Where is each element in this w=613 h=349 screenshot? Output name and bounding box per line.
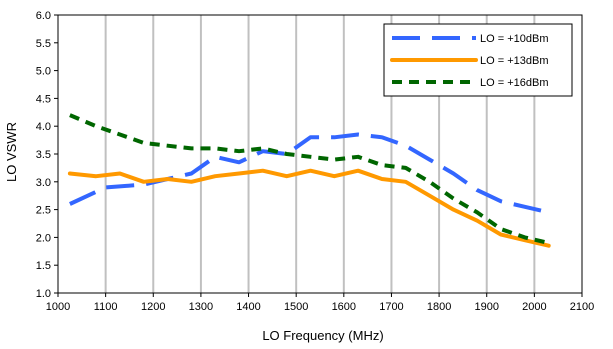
series-line xyxy=(69,113,550,245)
x-tick-label: 2100 xyxy=(570,301,594,313)
y-tick-label: 5.0 xyxy=(36,66,51,78)
x-tick-label: 1000 xyxy=(46,301,70,313)
y-tick-label: 6.0 xyxy=(36,10,51,22)
x-tick-label: 1500 xyxy=(284,301,308,313)
x-tick-label: 1400 xyxy=(236,301,260,313)
y-axis-title: LO VSWR xyxy=(4,122,19,182)
x-tick-label: 2000 xyxy=(522,301,546,313)
x-axis-title: LO Frequency (MHz) xyxy=(262,328,383,343)
y-tick-label: 2.5 xyxy=(36,205,51,217)
x-tick-label: 1200 xyxy=(141,301,165,313)
x-tick-label: 1600 xyxy=(332,301,356,313)
x-tick-label: 1100 xyxy=(94,301,118,313)
legend-label: LO = +10dBm xyxy=(480,33,549,45)
x-tick-label: 1900 xyxy=(474,301,498,313)
y-axis: 1.0 1.5 2.0 2.5 3.0 3.5 4.0 4.5 5.0 5.5 6.0 xyxy=(36,10,58,300)
x-tick-label: 1300 xyxy=(189,301,213,313)
y-tick-label: 1.0 xyxy=(36,288,51,300)
x-tick-label: 1800 xyxy=(427,301,451,313)
series-layer xyxy=(67,113,551,248)
legend-label: LO = +13dBm xyxy=(480,55,549,67)
y-tick-label: 2.0 xyxy=(36,232,51,244)
x-axis: 1000 1100 1200 1300 1400 1500 1600 1700 1800 1900… xyxy=(46,293,594,313)
legend: LO = +10dBm LO = +13dBm LO = +16dBm xyxy=(383,23,573,97)
series-2 xyxy=(67,168,551,248)
legend-label: LO = +16dBm xyxy=(480,77,549,89)
y-tick-label: 3.0 xyxy=(36,177,51,189)
y-tick-label: 3.5 xyxy=(36,149,51,161)
y-tick-label: 1.5 xyxy=(36,260,51,272)
x-tick-label: 1700 xyxy=(379,301,403,313)
y-tick-label: 4.5 xyxy=(36,93,51,105)
series-line xyxy=(67,168,551,248)
y-tick-label: 5.5 xyxy=(36,38,51,50)
y-tick-label: 4.0 xyxy=(36,121,51,133)
series-3 xyxy=(69,113,550,245)
